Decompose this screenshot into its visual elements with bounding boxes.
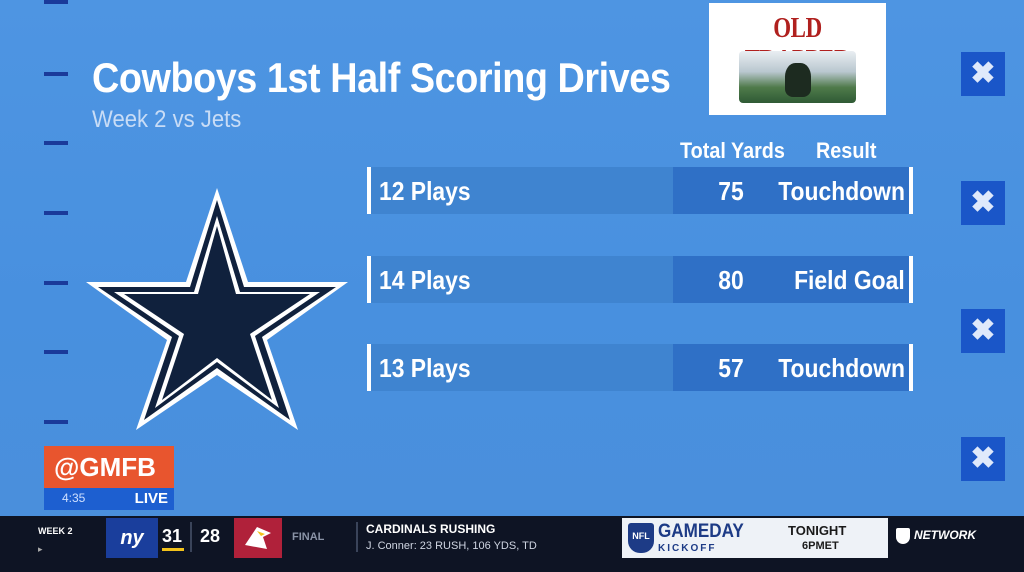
promo-when: TONIGHT: [788, 523, 847, 538]
drive-result: Touchdown: [778, 353, 905, 383]
drive-yards: 57: [718, 353, 744, 383]
ticker-arrow-icon: ▸: [38, 544, 43, 554]
divider: [356, 522, 358, 552]
graphic-subtitle: Week 2 vs Jets: [92, 106, 242, 133]
close-icon: ✖: [970, 314, 996, 347]
ticker-headline: CARDINALS RUSHING: [366, 522, 496, 536]
close-icon: ✖: [970, 57, 996, 90]
column-header-result: Result: [816, 138, 877, 163]
drive-result: Field Goal: [794, 265, 905, 295]
drive-row: 12 Plays 75 Touchdown: [367, 167, 913, 214]
winner-indicator: [162, 548, 184, 551]
giants-logo: ny: [106, 518, 158, 558]
yard-tick: [44, 72, 68, 76]
drive-row: 13 Plays 57 Touchdown: [367, 344, 913, 391]
nfl-shield-icon: [896, 528, 910, 544]
yard-tick: [44, 141, 68, 145]
team1-score: 31: [162, 526, 183, 546]
sponsor-emblem: [739, 51, 856, 103]
close-button[interactable]: ✖: [961, 181, 1005, 225]
close-button[interactable]: ✖: [961, 309, 1005, 353]
close-icon: ✖: [970, 186, 996, 219]
gameday-promo: NFL GAMEDAY KICKOFF TONIGHT 6PMET: [622, 518, 888, 558]
promo-title: GAMEDAY: [658, 521, 744, 542]
gmfb-bug: @GMFB 4:35 LIVE: [44, 446, 174, 510]
close-button[interactable]: ✖: [961, 52, 1005, 96]
promo-time: 6PMET: [802, 540, 839, 552]
divider: [190, 522, 192, 552]
graphic-title: Cowboys 1st Half Scoring Drives: [92, 54, 671, 101]
yard-tick: [44, 420, 68, 424]
ticker-detail: J. Conner: 23 RUSH, 106 YDS, TD: [366, 540, 537, 552]
ticker-week: WEEK 2: [38, 526, 73, 536]
yard-tick: [44, 211, 68, 215]
team2-score: 28: [200, 526, 221, 546]
drive-row: 14 Plays 80 Field Goal: [367, 256, 913, 303]
cardinal-head-icon: [245, 527, 271, 549]
gmfb-handle: @GMFB: [54, 452, 156, 482]
close-button[interactable]: ✖: [961, 437, 1005, 481]
promo-subtitle: KICKOFF: [658, 543, 717, 554]
yard-tick: [44, 0, 68, 4]
drive-plays: 12 Plays: [379, 176, 471, 206]
close-icon: ✖: [970, 442, 996, 475]
yard-tick: [44, 281, 68, 285]
drive-result: Touchdown: [778, 176, 905, 206]
drive-yards: 75: [718, 176, 744, 206]
sponsor-logo: OLD TRAPPER: [709, 3, 886, 115]
network-label: NETWORK: [896, 528, 976, 544]
game-status: FINAL: [292, 531, 325, 543]
cardinals-logo: [234, 518, 282, 558]
live-badge: LIVE: [134, 490, 168, 507]
drive-plays: 14 Plays: [379, 265, 471, 295]
clock: 4:35: [62, 491, 86, 505]
drive-yards: 80: [718, 265, 744, 295]
drive-plays: 13 Plays: [379, 353, 471, 383]
nfl-shield-icon: NFL: [628, 523, 654, 553]
yard-tick: [44, 350, 68, 354]
column-header-yards: Total Yards: [680, 138, 785, 163]
cowboys-star-logo: [86, 188, 348, 430]
